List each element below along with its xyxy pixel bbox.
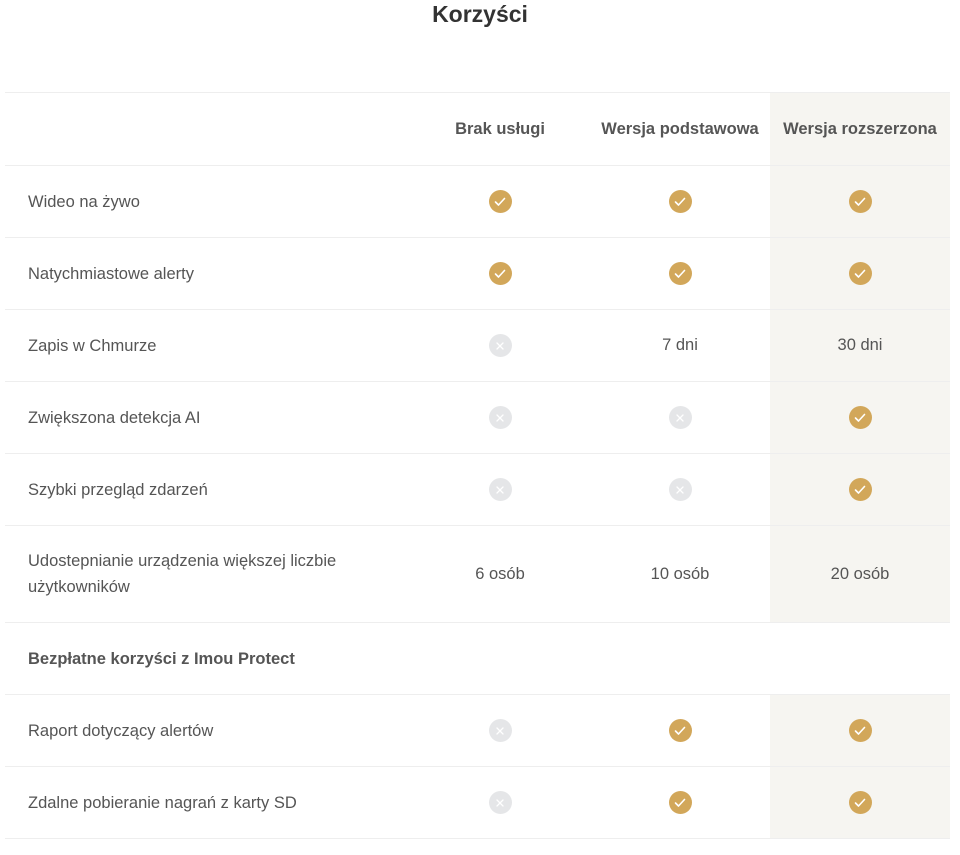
section-label: Bezpłatne korzyści z Imou Protect (28, 649, 295, 668)
feature-cell (590, 695, 770, 766)
column-header-no-service: Brak usługi (455, 119, 545, 138)
header-empty (5, 93, 410, 165)
comparison-table: Brak usługi Wersja podstawowa Wersja roz… (5, 92, 950, 839)
cross-icon (488, 334, 512, 357)
cross-icon (488, 406, 512, 429)
feature-cell (410, 382, 590, 453)
table-row: Zapis w Chmurze 7 dni 30 dni (5, 310, 950, 382)
table-row: Zwiększona detekcja AI (5, 382, 950, 454)
feature-cell: 10 osób (590, 526, 770, 622)
feature-value: 6 osób (475, 564, 525, 583)
feature-cell (410, 767, 590, 838)
feature-value: 7 dni (662, 336, 698, 354)
check-icon (848, 719, 872, 742)
feature-label: Raport dotyczący alertów (28, 721, 214, 740)
column-header-basic: Wersja podstawowa (601, 119, 759, 138)
feature-cell: 7 dni (590, 310, 770, 381)
feature-cell (410, 166, 590, 237)
section-row: Bezpłatne korzyści z Imou Protect (5, 623, 950, 695)
page-title: Korzyści (432, 1, 528, 27)
table-row: Udostepnianie urządzenia większej liczbi… (5, 526, 950, 623)
column-header-extended: Wersja rozszerzona (770, 93, 950, 165)
feature-label: Szybki przegląd zdarzeń (28, 480, 208, 499)
feature-cell (770, 695, 950, 766)
check-icon (848, 190, 872, 213)
check-icon (668, 190, 692, 213)
cross-icon (668, 478, 692, 501)
check-icon (488, 262, 512, 285)
feature-cell (770, 238, 950, 309)
check-icon (848, 406, 872, 429)
table-row: Raport dotyczący alertów (5, 695, 950, 767)
feature-cell (410, 238, 590, 309)
cross-icon (488, 719, 512, 742)
table-row: Szybki przegląd zdarzeń (5, 454, 950, 526)
check-icon (668, 791, 692, 814)
cross-icon (488, 478, 512, 501)
feature-value: 10 osób (650, 564, 710, 583)
feature-label: Zapis w Chmurze (28, 336, 157, 355)
feature-cell: 30 dni (770, 310, 950, 381)
feature-label: Zwiększona detekcja AI (28, 408, 201, 427)
check-icon (848, 791, 872, 814)
cross-icon (668, 406, 692, 429)
check-icon (848, 478, 872, 501)
feature-label: Udostepnianie urządzenia większej liczbi… (28, 552, 337, 596)
feature-cell (590, 166, 770, 237)
check-icon (668, 719, 692, 742)
table-row: Natychmiastowe alerty (5, 238, 950, 310)
feature-cell (410, 454, 590, 525)
feature-cell (770, 166, 950, 237)
feature-cell: 6 osób (410, 526, 590, 622)
table-row: Wideo na żywo (5, 166, 950, 238)
feature-cell (770, 382, 950, 453)
feature-cell (770, 454, 950, 525)
feature-cell (410, 695, 590, 766)
feature-cell (590, 767, 770, 838)
feature-cell: 20 osób (770, 526, 950, 622)
table-row: Zdalne pobieranie nagrań z karty SD (5, 767, 950, 839)
feature-label: Zdalne pobieranie nagrań z karty SD (28, 793, 297, 812)
feature-label: Natychmiastowe alerty (28, 264, 194, 283)
check-icon (668, 262, 692, 285)
feature-value: 20 osób (830, 564, 890, 583)
check-icon (488, 190, 512, 213)
feature-value: 30 dni (837, 336, 883, 354)
feature-cell (770, 767, 950, 838)
feature-label: Wideo na żywo (28, 192, 140, 211)
feature-cell (590, 238, 770, 309)
feature-cell (590, 382, 770, 453)
feature-cell (410, 310, 590, 381)
feature-cell (590, 454, 770, 525)
table-header-row: Brak usługi Wersja podstawowa Wersja roz… (5, 93, 950, 166)
check-icon (848, 262, 872, 285)
cross-icon (488, 791, 512, 814)
